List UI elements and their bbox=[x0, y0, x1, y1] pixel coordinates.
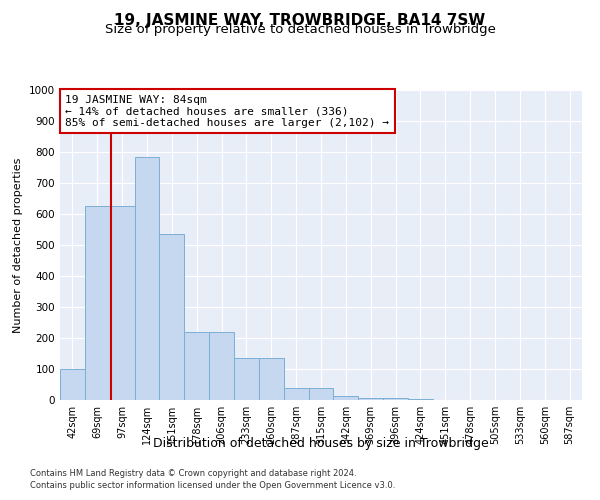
Bar bbox=[160, 234, 184, 400]
Y-axis label: Number of detached properties: Number of detached properties bbox=[13, 158, 23, 332]
Bar bbox=[334, 396, 358, 400]
Text: 19 JASMINE WAY: 84sqm
← 14% of detached houses are smaller (336)
85% of semi-det: 19 JASMINE WAY: 84sqm ← 14% of detached … bbox=[65, 94, 389, 128]
Bar bbox=[110, 206, 134, 400]
Text: Contains public sector information licensed under the Open Government Licence v3: Contains public sector information licen… bbox=[30, 481, 395, 490]
Bar bbox=[209, 332, 234, 400]
Text: Distribution of detached houses by size in Trowbridge: Distribution of detached houses by size … bbox=[153, 438, 489, 450]
Bar bbox=[284, 388, 308, 400]
Bar bbox=[259, 358, 284, 400]
Text: 19, JASMINE WAY, TROWBRIDGE, BA14 7SW: 19, JASMINE WAY, TROWBRIDGE, BA14 7SW bbox=[115, 12, 485, 28]
Bar bbox=[60, 369, 85, 400]
Bar bbox=[184, 332, 209, 400]
Text: Contains HM Land Registry data © Crown copyright and database right 2024.: Contains HM Land Registry data © Crown c… bbox=[30, 468, 356, 477]
Bar bbox=[234, 358, 259, 400]
Bar bbox=[85, 206, 110, 400]
Bar bbox=[383, 398, 408, 400]
Bar bbox=[134, 156, 160, 400]
Text: Size of property relative to detached houses in Trowbridge: Size of property relative to detached ho… bbox=[104, 22, 496, 36]
Bar bbox=[358, 398, 383, 400]
Bar bbox=[308, 388, 334, 400]
